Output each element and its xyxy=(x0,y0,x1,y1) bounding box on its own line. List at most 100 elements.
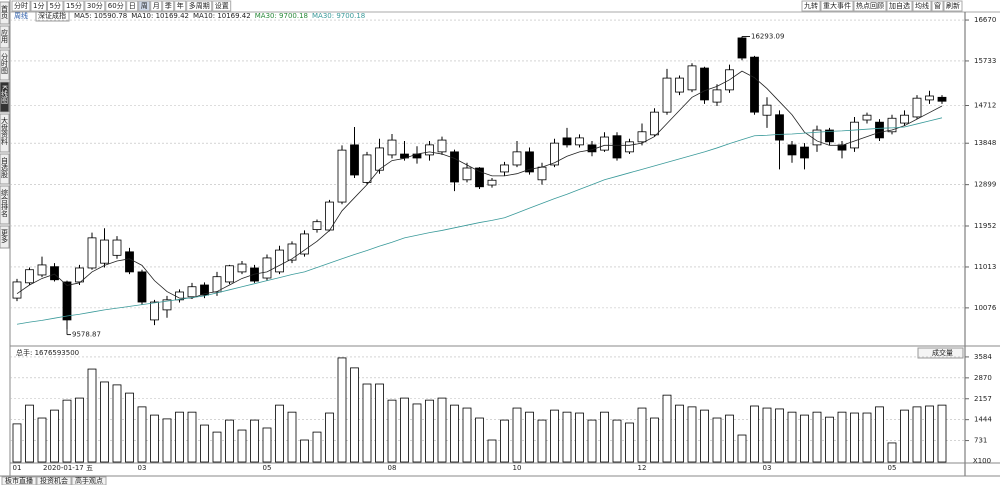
sidebar-tab-text[interactable]: 大盘资料 xyxy=(1,116,9,146)
toolbar-button[interactable]: 热点回顾 xyxy=(856,1,884,10)
toolbar-button-frame[interactable] xyxy=(84,0,106,12)
toolbar-button[interactable]: 5分 xyxy=(49,1,60,10)
ma-info: MA10: 10169.42 xyxy=(193,12,251,20)
toolbar-button-frame[interactable] xyxy=(186,0,213,12)
volume-selector-text[interactable]: 成交量 xyxy=(932,348,953,357)
candle-body xyxy=(137,271,147,303)
sidebar-tab[interactable] xyxy=(0,185,10,225)
y-tick-label: 11013 xyxy=(974,263,996,271)
toolbar-button[interactable]: 多周期 xyxy=(189,1,210,10)
sidebar-tab-text[interactable]: 首页 xyxy=(1,4,9,20)
toolbar-button[interactable]: 窗 xyxy=(934,1,941,10)
toolbar-button[interactable]: 设置 xyxy=(215,1,229,10)
volume-bar xyxy=(900,409,909,463)
volume-bar xyxy=(262,427,272,463)
volume-bar xyxy=(250,419,259,463)
sidebar-tab[interactable] xyxy=(0,49,10,81)
toolbar-button[interactable]: 分时 xyxy=(14,1,28,10)
volume-bar xyxy=(337,357,347,463)
toolbar-button-frame[interactable] xyxy=(150,0,163,12)
sidebar-tab[interactable] xyxy=(0,225,10,249)
toolbar-button[interactable]: 月 xyxy=(153,2,160,10)
candle-body xyxy=(637,131,647,143)
sidebar-tab-text[interactable]: 自选股 xyxy=(1,156,9,179)
toolbar-button[interactable]: 年 xyxy=(177,1,184,10)
toolbar-button[interactable]: 均线 xyxy=(915,1,929,10)
toolbar-button-frame[interactable] xyxy=(912,0,932,12)
toolbar-button[interactable]: 季 xyxy=(165,1,172,10)
toolbar-button[interactable]: 刷新 xyxy=(946,1,960,10)
volume-bar xyxy=(462,407,472,463)
toolbar-button-frame[interactable] xyxy=(126,0,139,12)
volume-bar xyxy=(750,405,759,463)
candle-body xyxy=(287,243,297,261)
sidebar-tab[interactable] xyxy=(0,25,10,49)
candle-body xyxy=(825,129,834,143)
toolbar-button-frame[interactable] xyxy=(63,0,85,12)
candle-body xyxy=(25,269,34,284)
candle-body xyxy=(650,111,659,136)
x-tick-label: 03 xyxy=(763,464,772,472)
toolbar-button-frame[interactable] xyxy=(162,0,175,12)
toolbar-button[interactable]: 九转 xyxy=(804,1,818,10)
sidebar-tab[interactable] xyxy=(0,81,10,113)
footer-tab[interactable]: 投资机会 xyxy=(40,476,68,485)
toolbar-button[interactable]: 15分 xyxy=(66,1,82,10)
toolbar-button[interactable]: 30分 xyxy=(87,1,103,10)
sidebar-tab[interactable] xyxy=(0,153,10,185)
candle-body xyxy=(487,179,497,186)
toolbar-button[interactable]: 1分 xyxy=(33,1,44,10)
toolbar-button-frame[interactable] xyxy=(886,0,913,12)
sidebar-tab-text[interactable]: K线图 xyxy=(1,85,9,105)
candle-body xyxy=(100,239,109,264)
footer-tab[interactable]: 高手观点 xyxy=(75,476,103,485)
candle-body xyxy=(187,286,197,298)
toolbar-button-frame[interactable] xyxy=(138,0,151,12)
sidebar-tab[interactable] xyxy=(0,113,10,153)
volume-selector[interactable] xyxy=(917,347,964,359)
toolbar-button[interactable]: 60分 xyxy=(108,1,124,10)
sidebar-tab-text[interactable]: 更多 xyxy=(1,229,9,244)
volume-bar xyxy=(75,397,84,463)
toolbar-button-frame[interactable] xyxy=(174,0,187,12)
candle-body xyxy=(375,147,384,171)
volume-bar xyxy=(837,411,847,463)
sidebar-tab[interactable] xyxy=(0,1,10,25)
footer-tab[interactable]: 板市直播 xyxy=(5,476,33,485)
volume-bar xyxy=(800,414,809,463)
toolbar-button-frame[interactable] xyxy=(820,0,854,12)
ma-info: MA30: 9700.18 xyxy=(312,12,365,20)
volume-bar xyxy=(637,407,647,463)
volume-bar xyxy=(287,411,297,463)
volume-bar xyxy=(387,399,397,463)
volume-bar xyxy=(412,403,422,463)
sidebar-tab-text[interactable]: 分时图 xyxy=(1,52,9,75)
candle-body xyxy=(850,121,859,149)
toolbar-button-frame[interactable] xyxy=(46,0,64,12)
candle-body xyxy=(437,139,447,153)
volume-bar xyxy=(375,383,384,463)
sidebar-tab-text[interactable]: 应用 xyxy=(1,28,9,44)
toolbar-button-frame[interactable] xyxy=(30,0,47,12)
volume-bar xyxy=(150,414,159,463)
candle-body xyxy=(87,237,97,269)
toolbar-button-frame[interactable] xyxy=(212,0,232,12)
toolbar-button[interactable]: 周 xyxy=(141,2,148,10)
volume-bar xyxy=(25,404,34,463)
toolbar-button-frame[interactable] xyxy=(801,0,821,12)
volume-bar xyxy=(400,397,409,463)
y-tick-label: 1444 xyxy=(974,416,992,424)
toolbar-button-frame[interactable] xyxy=(853,0,887,12)
candle-body xyxy=(262,257,272,279)
toolbar-button-frame[interactable] xyxy=(943,0,963,12)
toolbar-button-frame[interactable] xyxy=(11,0,31,12)
sidebar-tab-text[interactable]: 综合排名 xyxy=(1,188,9,218)
toolbar-button[interactable]: 加自选 xyxy=(889,1,910,10)
toolbar-button-frame[interactable] xyxy=(931,0,944,12)
toolbar-button[interactable]: 日 xyxy=(129,2,136,10)
candle-body xyxy=(812,129,822,146)
toolbar-button[interactable]: 重大事件 xyxy=(823,1,851,10)
toolbar-button-frame[interactable] xyxy=(105,0,127,12)
x-tick-label: 08 xyxy=(388,464,397,472)
volume-bar xyxy=(825,416,834,463)
